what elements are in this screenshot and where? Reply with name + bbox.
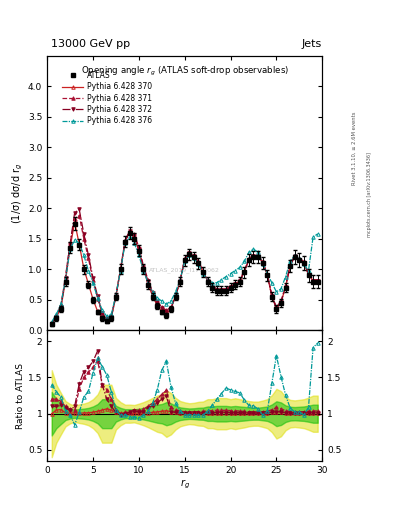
Y-axis label: Ratio to ATLAS: Ratio to ATLAS — [16, 362, 25, 429]
Text: Jets: Jets — [302, 38, 322, 49]
X-axis label: $r_g$: $r_g$ — [180, 477, 190, 491]
Text: mcplots.cern.ch [arXiv:1306.3436]: mcplots.cern.ch [arXiv:1306.3436] — [367, 152, 373, 237]
Text: ATLAS_2019_I1772062: ATLAS_2019_I1772062 — [149, 267, 220, 273]
Legend: ATLAS, Pythia 6.428 370, Pythia 6.428 371, Pythia 6.428 372, Pythia 6.428 376: ATLAS, Pythia 6.428 370, Pythia 6.428 37… — [62, 71, 152, 125]
Text: Opening angle $r_g$ (ATLAS soft-drop observables): Opening angle $r_g$ (ATLAS soft-drop obs… — [81, 65, 289, 78]
Y-axis label: (1/σ) dσ/d r$_g$: (1/σ) dσ/d r$_g$ — [11, 163, 25, 224]
Text: 13000 GeV pp: 13000 GeV pp — [51, 38, 130, 49]
Text: Rivet 3.1.10, ≥ 2.6M events: Rivet 3.1.10, ≥ 2.6M events — [352, 112, 357, 185]
